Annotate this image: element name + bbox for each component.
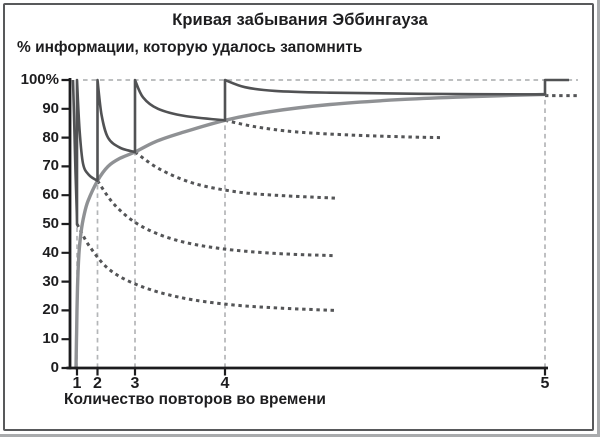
y-tick-label-30: 30 (42, 272, 59, 290)
x-tick-label-5: 5 (540, 375, 550, 392)
y-axis-ticks (61, 78, 70, 370)
projection-after-repetition-3 (134, 150, 336, 200)
x-tick-label-2: 2 (93, 375, 102, 392)
y-tick-label-40: 40 (42, 243, 59, 261)
y-tick-label-20: 20 (42, 301, 59, 319)
y-tick-label-10: 10 (42, 330, 59, 348)
y-tick-label-80: 80 (42, 128, 59, 146)
y-tick-label-90: 90 (42, 99, 59, 117)
y-axis-caption: % информации, которую удалось запомнить (17, 39, 363, 56)
x-tick-label-3: 3 (130, 375, 140, 392)
projection-after-repetition-2 (96, 179, 336, 258)
x-axis-caption: Количество повторов во времени (64, 391, 326, 408)
chart-title: Кривая забывания Эббингауза (172, 11, 428, 29)
forgetting-curve-with-repetitions (71, 78, 569, 226)
y-tick-label-100: 100% (20, 71, 59, 88)
figure-border (3, 3, 594, 431)
x-axis-ticks (75, 368, 547, 376)
projection-after-repetition-4 (224, 118, 441, 140)
y-tick-label-60: 60 (42, 186, 59, 204)
y-tick-label-0: 0 (50, 359, 59, 376)
x-tick-label-1: 1 (72, 375, 82, 392)
x-tick-label-4: 4 (220, 375, 230, 392)
memory-retention-envelope (74, 92, 547, 370)
y-tick-label-50: 50 (42, 215, 59, 232)
projection-after-repetition-1 (75, 223, 336, 312)
y-tick-label-70: 70 (42, 157, 59, 175)
